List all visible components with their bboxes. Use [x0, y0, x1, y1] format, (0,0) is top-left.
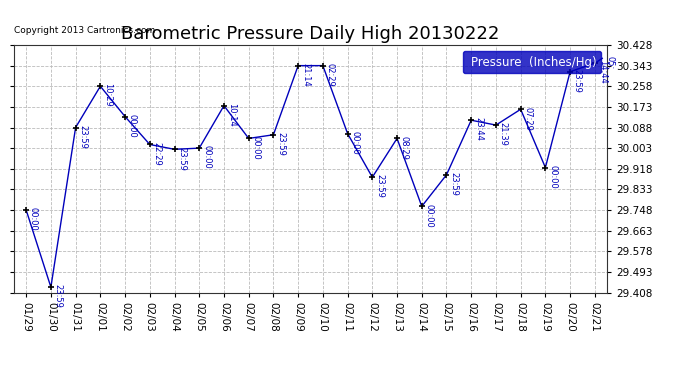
Pressure  (Inches/Hg)	[22, 208, 30, 212]
Pressure  (Inches/Hg)	[96, 84, 104, 88]
Pressure  (Inches/Hg)	[492, 123, 500, 128]
Pressure  (Inches/Hg)	[368, 175, 377, 180]
Pressure  (Inches/Hg)	[294, 63, 302, 68]
Pressure  (Inches/Hg)	[170, 147, 179, 152]
Line: Pressure  (Inches/Hg): Pressure (Inches/Hg)	[26, 58, 602, 287]
Pressure  (Inches/Hg)	[598, 56, 607, 61]
Pressure  (Inches/Hg)	[442, 172, 451, 177]
Text: 00:00: 00:00	[29, 207, 38, 231]
Title: Barometric Pressure Daily High 20130222: Barometric Pressure Daily High 20130222	[121, 26, 500, 44]
Pressure  (Inches/Hg)	[121, 114, 129, 119]
Text: 23:59: 23:59	[375, 174, 384, 198]
Pressure  (Inches/Hg)	[244, 136, 253, 141]
Pressure  (Inches/Hg)	[220, 104, 228, 108]
Text: 14:44: 14:44	[598, 60, 607, 84]
Text: Copyright 2013 Cartronics.com: Copyright 2013 Cartronics.com	[14, 26, 155, 35]
Pressure  (Inches/Hg)	[541, 165, 549, 170]
Pressure  (Inches/Hg)	[591, 61, 599, 66]
Text: 10:29: 10:29	[103, 84, 112, 107]
Text: 21:14: 21:14	[301, 63, 310, 87]
Text: 23:59: 23:59	[177, 147, 186, 170]
Pressure  (Inches/Hg)	[467, 118, 475, 123]
Text: 05:: 05:	[605, 56, 614, 69]
Pressure  (Inches/Hg)	[566, 69, 574, 74]
Pressure  (Inches/Hg)	[72, 125, 80, 130]
Pressure  (Inches/Hg)	[393, 136, 401, 141]
Text: 22:29: 22:29	[152, 142, 161, 165]
Text: 10:14: 10:14	[227, 103, 236, 127]
Text: 07:29: 07:29	[524, 106, 533, 130]
Text: 00:00: 00:00	[128, 114, 137, 138]
Text: 21:39: 21:39	[499, 122, 508, 146]
Text: 02:29: 02:29	[326, 63, 335, 87]
Pressure  (Inches/Hg)	[146, 142, 154, 147]
Text: 00:00: 00:00	[251, 136, 260, 159]
Text: 00:00: 00:00	[548, 165, 557, 189]
Pressure  (Inches/Hg)	[344, 131, 352, 136]
Text: 23:59: 23:59	[276, 132, 285, 156]
Text: 00:00: 00:00	[351, 131, 359, 154]
Pressure  (Inches/Hg)	[269, 132, 277, 137]
Text: 08:29: 08:29	[400, 136, 408, 159]
Pressure  (Inches/Hg)	[47, 285, 55, 290]
Text: 00:00: 00:00	[202, 146, 211, 169]
Pressure  (Inches/Hg)	[195, 146, 204, 150]
Text: 23:59: 23:59	[79, 125, 88, 148]
Text: 00:00: 00:00	[424, 204, 433, 227]
Text: 23:59: 23:59	[573, 69, 582, 93]
Text: 23:44: 23:44	[474, 117, 483, 141]
Text: 23:59: 23:59	[449, 172, 458, 196]
Pressure  (Inches/Hg)	[417, 204, 426, 209]
Legend: Pressure  (Inches/Hg): Pressure (Inches/Hg)	[463, 51, 601, 74]
Pressure  (Inches/Hg)	[319, 63, 327, 68]
Pressure  (Inches/Hg)	[517, 107, 525, 111]
Text: 23:59: 23:59	[54, 284, 63, 308]
